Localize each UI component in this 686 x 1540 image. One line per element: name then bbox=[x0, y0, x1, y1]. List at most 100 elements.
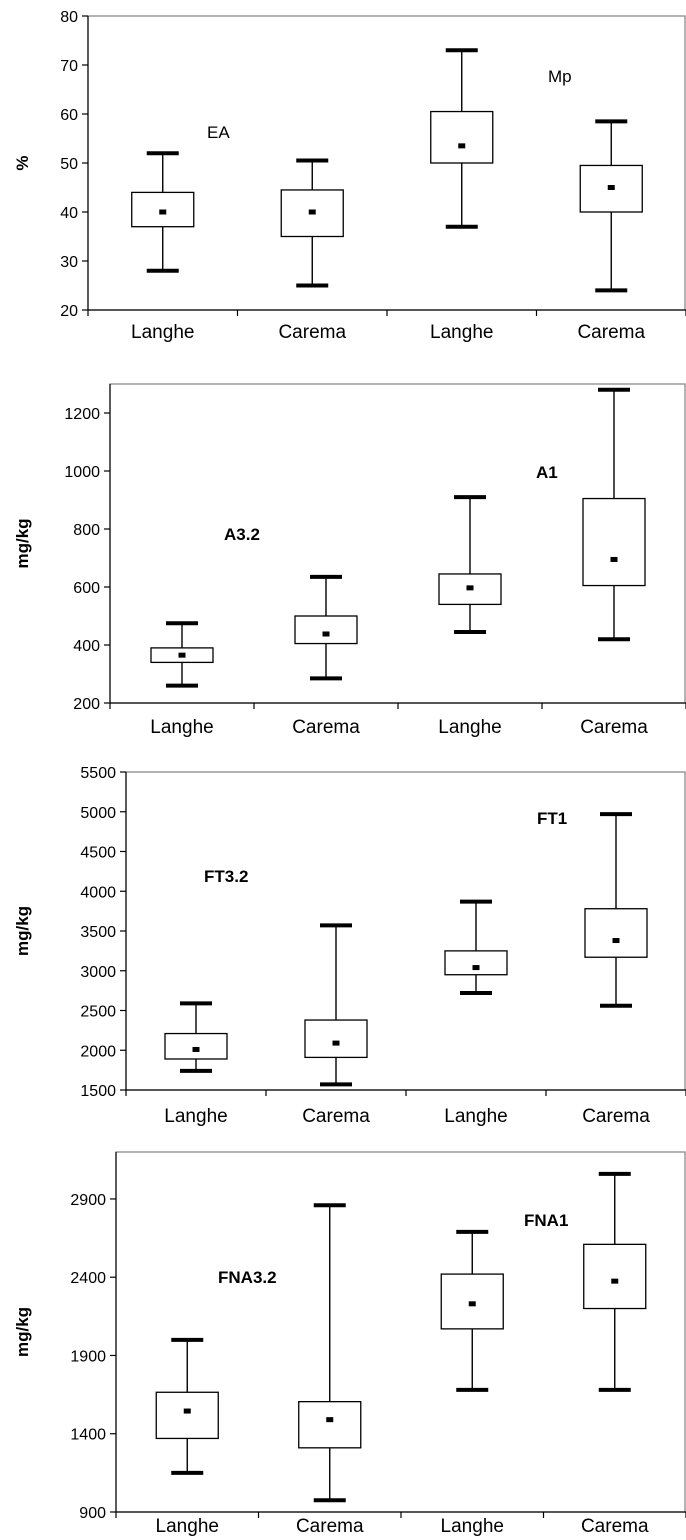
y-tick-label: 1000 bbox=[64, 464, 100, 481]
box-plot-langhe bbox=[155, 1337, 219, 1475]
annotation-a32: A3.2 bbox=[224, 525, 260, 544]
iqr-box bbox=[164, 1032, 228, 1060]
x-tick-label: Carema bbox=[292, 717, 360, 738]
annotation-mp: Mp bbox=[548, 67, 572, 86]
iqr-box bbox=[583, 1243, 647, 1310]
x-tick-label: Langhe bbox=[164, 1106, 227, 1127]
iqr-box bbox=[584, 908, 648, 958]
y-tick-label: 80 bbox=[60, 9, 78, 26]
chart-panel-ft32-ft1: 1500 2000 2500 3000 3500 4000 4500 5000 5500 Lan… bbox=[13, 765, 686, 1127]
x-tick-label: Langhe bbox=[441, 1516, 504, 1537]
x-tick-label: Langhe bbox=[150, 717, 213, 738]
annotation-ea: EA bbox=[207, 123, 230, 142]
x-axis: Langhe Carema Langhe Carema bbox=[109, 702, 686, 738]
x-tick-label: Langhe bbox=[438, 717, 501, 738]
y-tick-label: 3000 bbox=[80, 964, 116, 981]
box-plot-carema bbox=[584, 812, 648, 1008]
y-axis: 200 400 600 800 1000 1200 bbox=[64, 384, 111, 713]
y-tick-label: 2400 bbox=[70, 1270, 106, 1287]
median-marker bbox=[322, 631, 330, 637]
median-marker bbox=[468, 1301, 476, 1307]
y-tick-label: 2000 bbox=[80, 1043, 116, 1060]
box-plot-carema bbox=[582, 387, 646, 642]
y-tick-label: 1500 bbox=[80, 1083, 116, 1100]
y-axis: 20 30 40 50 60 70 80 bbox=[60, 9, 89, 320]
y-axis: 900 1400 1900 2400 2900 bbox=[70, 1152, 117, 1522]
median-marker bbox=[472, 965, 480, 971]
iqr-box bbox=[155, 1391, 219, 1440]
box-plot-carema bbox=[304, 923, 368, 1087]
box-plot-langhe bbox=[131, 151, 195, 273]
box-plot-langhe bbox=[164, 1001, 228, 1073]
median-marker bbox=[183, 1408, 191, 1414]
x-tick-label: Carema bbox=[581, 1516, 649, 1537]
y-tick-label: 30 bbox=[60, 254, 78, 271]
y-axis-label: mg/kg bbox=[13, 906, 32, 956]
y-tick-label: 400 bbox=[73, 638, 100, 655]
x-axis: Langhe Carema Langhe Carema bbox=[115, 1511, 686, 1537]
box-plots bbox=[155, 1171, 647, 1503]
annotation-fna1: FNA1 bbox=[524, 1211, 568, 1230]
median-marker bbox=[610, 556, 618, 562]
median-marker bbox=[611, 1278, 619, 1284]
box-plot-langhe bbox=[440, 1229, 504, 1392]
x-tick-label: Carema bbox=[577, 322, 645, 343]
y-tick-label: 70 bbox=[60, 58, 78, 75]
y-axis-label: mg/kg bbox=[13, 1307, 32, 1357]
annotation-a1: A1 bbox=[536, 463, 558, 482]
box-plot-langhe bbox=[438, 495, 502, 634]
iqr-box bbox=[444, 950, 508, 976]
box-plot-langhe bbox=[430, 48, 494, 229]
box-plot-carema bbox=[280, 158, 344, 288]
x-tick-label: Carema bbox=[296, 1516, 364, 1537]
median-marker bbox=[159, 209, 167, 215]
chart-frame bbox=[115, 1151, 686, 1513]
y-tick-label: 600 bbox=[73, 580, 100, 597]
chart-frame bbox=[87, 15, 686, 311]
median-marker bbox=[332, 1040, 340, 1046]
y-tick-label: 200 bbox=[73, 696, 100, 713]
annotation-fna32: FNA3.2 bbox=[218, 1268, 277, 1287]
y-tick-label: 1900 bbox=[70, 1348, 106, 1365]
y-tick-label: 1200 bbox=[64, 406, 100, 423]
x-tick-label: Carema bbox=[278, 322, 346, 343]
y-tick-label: 60 bbox=[60, 107, 78, 124]
y-axis: 1500 2000 2500 3000 3500 4000 4500 5000 5500 bbox=[80, 765, 127, 1100]
x-tick-label: Carema bbox=[580, 717, 648, 738]
iqr-box bbox=[294, 615, 358, 645]
annotation-ft32: FT3.2 bbox=[204, 867, 248, 886]
median-marker bbox=[458, 143, 466, 149]
box-plot-carema bbox=[583, 1171, 647, 1392]
y-tick-label: 2500 bbox=[80, 1004, 116, 1021]
box-plot-carema bbox=[294, 574, 358, 681]
median-marker bbox=[466, 585, 474, 591]
chart-panel-a32-a1: 200 400 600 800 1000 1200 Langhe Carema Langhe C… bbox=[13, 383, 686, 738]
median-marker bbox=[607, 185, 615, 190]
median-marker bbox=[612, 938, 620, 944]
x-tick-label: Langhe bbox=[430, 322, 493, 343]
y-tick-label: 1400 bbox=[70, 1427, 106, 1444]
box-plots bbox=[164, 812, 648, 1087]
y-tick-label: 2900 bbox=[70, 1192, 106, 1209]
box-plot-langhe bbox=[150, 621, 214, 688]
x-axis: Langhe Carema Langhe Carema bbox=[87, 309, 686, 343]
y-tick-label: 900 bbox=[79, 1505, 106, 1522]
y-tick-label: 50 bbox=[60, 156, 78, 173]
iqr-box bbox=[304, 1019, 368, 1059]
y-axis-label: % bbox=[13, 155, 32, 170]
y-tick-label: 3500 bbox=[80, 924, 116, 941]
x-axis: Langhe Carema Langhe Carema bbox=[125, 1089, 686, 1127]
median-marker bbox=[326, 1417, 334, 1423]
x-tick-label: Carema bbox=[582, 1106, 650, 1127]
box-plots bbox=[150, 387, 646, 688]
y-tick-label: 20 bbox=[60, 303, 78, 320]
box-plot-carema bbox=[579, 119, 643, 293]
median-marker bbox=[192, 1046, 200, 1052]
x-tick-label: Langhe bbox=[156, 1516, 219, 1537]
iqr-box bbox=[430, 110, 494, 164]
y-tick-label: 40 bbox=[60, 205, 78, 222]
y-axis-label: mg/kg bbox=[13, 518, 32, 568]
median-marker bbox=[178, 652, 186, 658]
box-plot-carema bbox=[298, 1203, 362, 1503]
